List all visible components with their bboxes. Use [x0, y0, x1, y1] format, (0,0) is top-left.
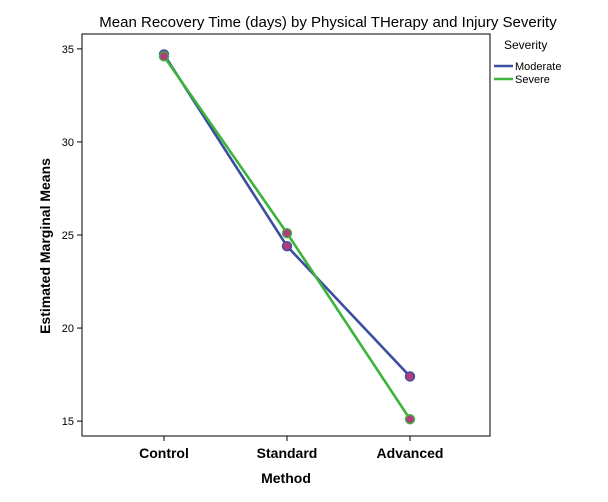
- chart-title: Mean Recovery Time (days) by Physical TH…: [99, 14, 557, 31]
- series-line-moderate: [162, 53, 411, 378]
- legend-title: Severity: [504, 38, 547, 52]
- y-tick-label: 20: [62, 323, 74, 335]
- x-axis-title: Method: [261, 470, 311, 486]
- y-tick-label: 25: [62, 230, 74, 242]
- x-tick-label: Standard: [257, 445, 318, 461]
- data-point-severe: [158, 51, 170, 62]
- legend-label-severe: Severe: [515, 74, 550, 86]
- y-tick-label: 35: [62, 44, 74, 56]
- data-point-severe: [404, 414, 416, 425]
- x-tick-label: Advanced: [377, 445, 444, 461]
- data-point-moderate: [404, 371, 416, 382]
- y-tick-label: 15: [62, 416, 74, 428]
- y-tick-label: 30: [62, 137, 74, 149]
- data-point-severe: [281, 227, 293, 239]
- y-axis: 15 20 25 30 35: [62, 44, 82, 428]
- series-layer: [158, 49, 416, 425]
- x-axis: Control Standard Advanced: [139, 436, 443, 461]
- data-point-moderate: [281, 240, 293, 252]
- x-tick-label: Control: [139, 445, 189, 461]
- y-axis-title: Estimated Marginal Means: [37, 158, 53, 334]
- legend-label-moderate: Moderate: [515, 61, 561, 73]
